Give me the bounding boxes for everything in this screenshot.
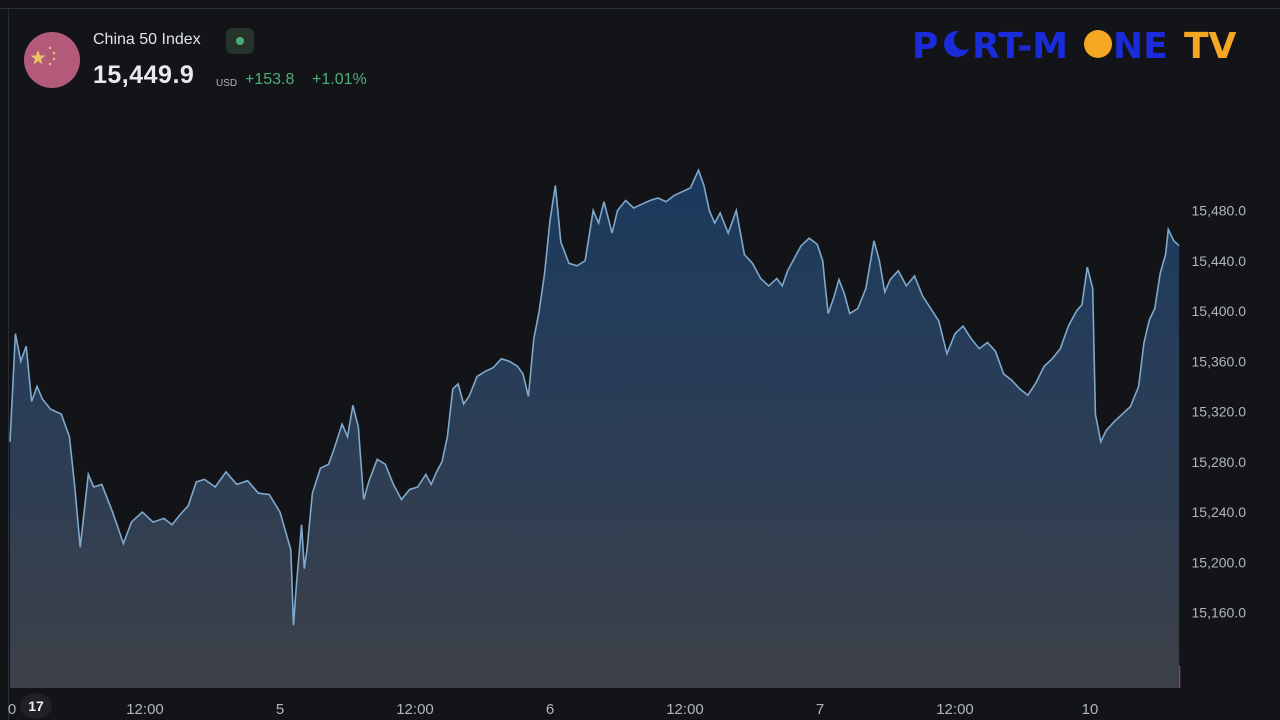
china-flag-icon[interactable] — [24, 32, 80, 88]
y-tick-label: 15,360.0 — [1192, 353, 1247, 369]
y-tick-label: 15,480.0 — [1192, 203, 1247, 219]
svg-text:RT-M: RT-M — [972, 26, 1068, 66]
y-tick-label: 15,400.0 — [1192, 303, 1247, 319]
x-tick-label: 5 — [276, 701, 284, 718]
currency-label: USD — [216, 78, 238, 89]
x-tick-label: 6 — [546, 701, 554, 718]
x-tick-label: 12:00 — [936, 701, 974, 718]
y-tick-label: 15,320.0 — [1192, 404, 1247, 420]
symbol-name[interactable]: China 50 Index — [93, 31, 201, 48]
x-tick-label: 12:00 — [396, 701, 434, 718]
svg-text:P: P — [912, 26, 938, 66]
x-tick-label: 12:00 — [666, 701, 704, 718]
last-price: 15,449.9 — [93, 61, 195, 89]
svg-text:TV: TV — [1184, 26, 1237, 66]
x-tick-label: 12:00 — [126, 701, 164, 718]
x-tick-label: 0 — [8, 701, 16, 718]
y-tick-label: 15,280.0 — [1192, 454, 1247, 470]
frame-top-border — [0, 8, 1280, 9]
x-axis: 0 12:00 5 12:00 6 12:00 7 12:00 10 — [8, 701, 1099, 718]
price-line — [9, 168, 1180, 626]
frame-left-border — [8, 8, 9, 720]
svg-text:NE: NE — [1113, 26, 1168, 66]
price-change: +153.8 — [245, 71, 295, 88]
x-tick-label: 7 — [816, 701, 824, 718]
tradingview-logo-icon[interactable]: 17 — [20, 693, 52, 719]
market-open-dot-icon — [236, 37, 244, 45]
y-tick-label: 15,200.0 — [1192, 554, 1247, 570]
market-status-badge[interactable] — [226, 28, 254, 54]
y-tick-label: 15,440.0 — [1192, 253, 1247, 269]
price-area — [10, 170, 1180, 689]
y-tick-label: 15,160.0 — [1192, 605, 1247, 621]
volume-bar — [1177, 666, 1181, 688]
y-tick-label: 15,240.0 — [1192, 504, 1247, 520]
y-axis: 15,160.0 15,200.0 15,240.0 15,280.0 15,320.0… — [1192, 203, 1247, 621]
brand-logo: P RT-M NE TV — [912, 22, 1242, 67]
x-tick-label: 10 — [1082, 701, 1099, 718]
price-change-percent: +1.01% — [312, 71, 367, 88]
